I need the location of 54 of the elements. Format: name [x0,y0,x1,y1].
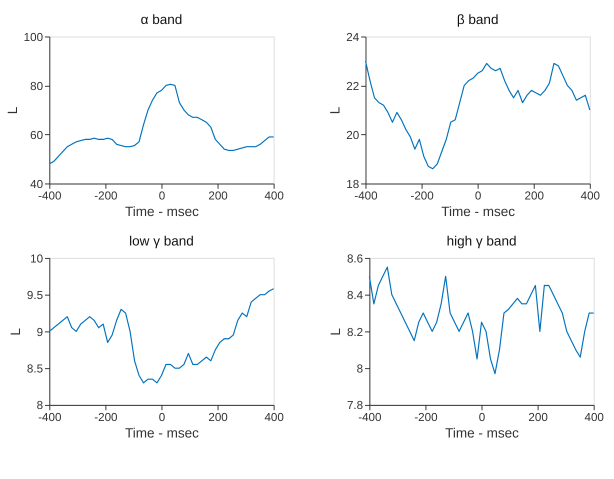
y-tick-label: 8.5 [26,362,44,376]
x-tick-label: 0 [158,189,166,202]
x-tick-label: -200 [410,189,434,202]
y-tick-label: 60 [30,128,44,142]
y-tick-label: 18 [346,178,360,191]
y-tick-label: 20 [346,128,360,142]
x-tick-label: 200 [208,189,228,202]
y-tick-label: 9 [36,326,44,339]
x-tick-label: 0 [158,410,166,424]
x-tick-label: 200 [524,189,544,202]
x-tick-label: 200 [528,410,548,424]
chart-title: α band [140,12,182,27]
x-axis-title: Time - msec [445,425,520,440]
x-axis-title: Time - msec [125,425,200,440]
y-axis-title: L [4,106,20,114]
x-tick-label: -400 [358,410,382,424]
chart-title: β band [456,12,498,27]
y-tick-label: 40 [30,178,44,191]
x-tick-label: 400 [584,410,604,424]
y-tick-label: 10 [30,252,44,266]
line-series [48,84,274,164]
x-tick-label: 0 [474,189,482,202]
y-tick-label: 8.6 [346,252,364,266]
chart-title: high γ band [446,233,516,248]
line-series [48,288,274,384]
chart-title: low γ band [129,233,194,248]
x-tick-label: -400 [38,189,62,202]
y-axis-title: L [8,328,24,336]
x-tick-label: -200 [414,410,438,424]
y-tick-label: 9.5 [26,289,44,302]
x-tick-label: 400 [264,410,284,424]
x-tick-label: -200 [94,189,118,202]
y-tick-label: 7.8 [346,399,364,412]
x-tick-label: -200 [94,410,118,424]
x-axis-title: Time - msec [441,204,516,219]
x-tick-label: 400 [580,189,600,202]
x-axis-title: Time - msec [125,204,200,219]
x-tick-label: -400 [38,410,62,424]
line-series [368,266,594,374]
y-tick-label: 8.4 [346,289,364,302]
y-axis-title: L [328,106,343,114]
y-tick-label: 8 [36,399,44,412]
y-tick-label: 80 [30,80,44,93]
y-tick-label: 8 [356,362,364,376]
x-tick-label: 200 [208,410,228,424]
y-tick-label: 8.2 [346,326,364,339]
x-tick-label: 0 [478,410,486,424]
y-tick-label: 100 [24,30,44,44]
y-axis-title: L [328,328,344,336]
x-tick-label: -400 [354,189,378,202]
y-tick-label: 24 [346,30,360,44]
y-tick-label: 22 [346,80,360,93]
line-series [364,60,590,170]
x-tick-label: 400 [264,189,284,202]
